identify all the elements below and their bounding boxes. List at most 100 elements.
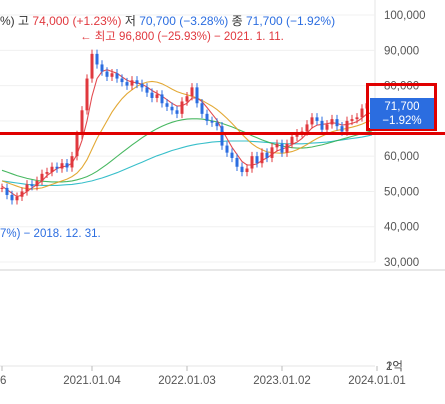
candle-body <box>360 108 364 118</box>
candle-body <box>100 64 104 72</box>
candle-body <box>195 87 199 104</box>
price-tick-label: 90,000 <box>384 45 419 57</box>
candle-body <box>280 143 284 153</box>
candle-body <box>155 94 159 98</box>
x-tick-label: 2023.01.02 <box>253 375 311 387</box>
candle-body <box>150 92 154 98</box>
low-label: 저 <box>124 14 136 28</box>
candlesticks <box>0 49 374 205</box>
candle-body <box>25 184 29 192</box>
candle-body <box>255 156 259 164</box>
candle-body <box>90 53 94 79</box>
all-time-high-annotation: ← 최고 96,800 (−25.93%) − 2021. 1. 11. <box>80 31 284 43</box>
candle-body <box>105 71 109 77</box>
candle-body <box>340 126 344 132</box>
candle-body <box>205 113 209 121</box>
candle-body <box>65 163 69 168</box>
candle-body <box>20 191 24 197</box>
candle-body <box>10 194 14 201</box>
candle-body <box>355 117 359 120</box>
x-tick-label: 6 <box>0 375 6 387</box>
candle-body <box>330 119 334 125</box>
current-price-highlight-box <box>366 83 437 131</box>
high-value: 74,000 (+1.23%) <box>32 14 122 28</box>
candle-body <box>210 120 214 123</box>
ohlc-prefix: %) <box>0 14 15 28</box>
candle-body <box>225 145 229 153</box>
candle-body <box>235 157 239 167</box>
candle-body <box>345 120 349 132</box>
candle-body <box>310 117 314 125</box>
candle-body <box>5 187 9 195</box>
candle-body <box>260 152 264 164</box>
close-label: 종 <box>231 14 243 28</box>
horizontal-highlight-line <box>0 132 445 135</box>
candle-body <box>175 110 179 114</box>
candle-body <box>160 94 164 104</box>
candle-body <box>110 73 114 77</box>
volume-tick-label: 1억 <box>386 360 403 373</box>
candle-body <box>335 119 339 127</box>
x-axis: 6 2021.01.04 2022.01.03 2023.01.02 2024.01.0… <box>0 366 406 387</box>
price-tick-label: 30,000 <box>384 257 419 269</box>
low-annotation: 7%) − 2018. 12. 31. <box>0 228 101 240</box>
current-price: 71,700 <box>384 101 420 113</box>
candle-body <box>190 87 194 97</box>
volume-tick-label: 2억 <box>386 360 403 373</box>
low-value: 70,700 (−3.28%) <box>139 14 229 28</box>
candle-body <box>55 166 59 169</box>
candle-body <box>120 78 124 83</box>
candle-body <box>135 80 139 84</box>
candle-body <box>170 106 174 111</box>
close-value: 71,700 (−1.92%) <box>246 14 336 28</box>
price-tick-label: 50,000 <box>384 186 419 198</box>
ma120-line <box>1 134 373 186</box>
candle-body <box>305 124 309 132</box>
high-label: 고 <box>18 14 30 28</box>
candle-body <box>125 82 129 86</box>
candle-body <box>30 184 34 187</box>
candle-body <box>285 143 289 153</box>
candle-body <box>275 143 279 148</box>
candle-body <box>245 168 249 173</box>
current-price-tag: 71,700 −1.92% <box>370 98 434 129</box>
candle-body <box>220 126 224 146</box>
candle-body <box>295 133 299 137</box>
current-change: −1.92% <box>382 115 422 127</box>
candle-body <box>140 83 144 88</box>
price-tick-label: 60,000 <box>384 151 419 163</box>
candle-body <box>270 147 274 158</box>
price-axis: 100,00090,00080,00070,00060,00050,00040,… <box>384 10 426 269</box>
candle-body <box>95 53 99 65</box>
candle-body <box>50 166 54 173</box>
candle-body <box>185 96 189 102</box>
candle-body <box>115 73 119 79</box>
candle-body <box>290 136 294 144</box>
candle-body <box>215 122 219 127</box>
candle-body <box>130 80 134 86</box>
candle-body <box>75 135 79 157</box>
price-tick-label: 40,000 <box>384 222 419 234</box>
candle-body <box>40 173 44 181</box>
candle-body <box>0 187 4 189</box>
candle-body <box>145 87 149 93</box>
price-tick-label: 100,000 <box>384 10 426 22</box>
candle-body <box>165 103 169 107</box>
candle-body <box>60 163 64 169</box>
candle-body <box>15 196 19 201</box>
candle-body <box>180 101 184 114</box>
candle-body <box>350 119 354 121</box>
x-tick-label: 2021.01.04 <box>63 375 121 387</box>
candle-body <box>80 110 84 135</box>
candle-body <box>320 120 324 130</box>
candle-body <box>45 172 49 174</box>
gridlines <box>0 14 375 263</box>
candle-body <box>230 152 234 158</box>
candle-body <box>325 124 329 130</box>
x-tick-label: 2024.01.01 <box>348 375 406 387</box>
candle-body <box>265 152 269 158</box>
candle-body <box>250 156 254 169</box>
candle-body <box>70 156 74 168</box>
